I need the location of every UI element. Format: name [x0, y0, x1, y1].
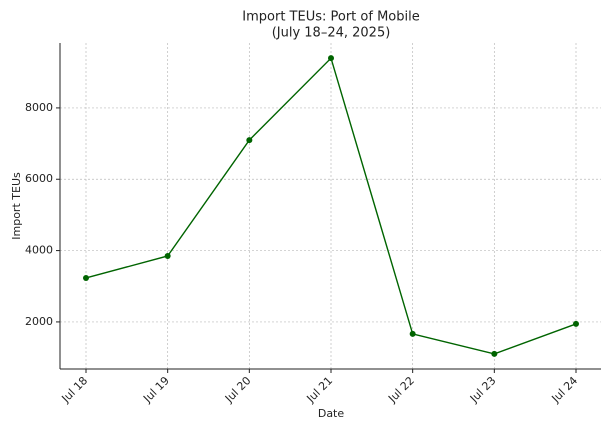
y-axis-label: Import TEUs: [10, 172, 23, 240]
y-tick-label: 8000: [25, 101, 53, 114]
data-point: [409, 330, 416, 337]
chart-title: Import TEUs: Port of Mobile: [242, 10, 419, 25]
data-point: [491, 350, 498, 357]
data-point: [83, 274, 89, 281]
y-tick-label: 4000: [25, 244, 53, 257]
y-tick-label: 6000: [25, 172, 53, 185]
data-point: [573, 320, 579, 327]
data-point: [328, 55, 334, 62]
data-point: [246, 137, 253, 144]
chart-subtitle: (July 18–24, 2025): [272, 26, 391, 41]
data-point: [164, 252, 171, 259]
y-tick-label: 2000: [25, 315, 53, 328]
x-axis-label: Date: [318, 407, 345, 420]
